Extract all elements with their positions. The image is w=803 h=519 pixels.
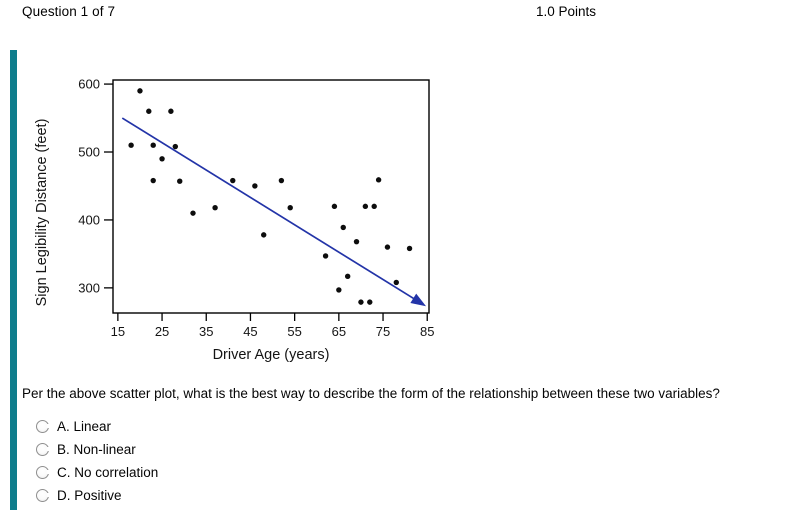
y-tick-label: 400 <box>78 212 100 227</box>
data-point <box>146 108 152 114</box>
data-point <box>287 205 293 211</box>
y-tick-label: 600 <box>78 77 100 92</box>
data-point <box>406 245 413 252</box>
data-point <box>137 88 143 94</box>
x-tick-label: 35 <box>199 324 213 339</box>
x-tick-label: 65 <box>332 324 346 339</box>
option-label-d[interactable]: D. Positive <box>57 488 122 503</box>
data-point <box>190 210 196 216</box>
data-point <box>252 183 258 189</box>
x-tick-label: 25 <box>155 324 169 339</box>
data-point <box>340 224 346 231</box>
trend-line-arrowhead <box>410 293 427 307</box>
option-row-a[interactable]: A. Linear <box>36 415 436 438</box>
trend-line <box>121 117 419 303</box>
data-point <box>168 108 174 114</box>
data-point <box>331 203 338 210</box>
option-row-d[interactable]: D. Positive <box>36 484 436 507</box>
data-point <box>322 253 329 259</box>
radio-option-b[interactable] <box>36 443 50 456</box>
data-point <box>367 299 373 305</box>
option-label-c[interactable]: C. No correlation <box>57 465 159 480</box>
question-accent-bar <box>10 50 17 510</box>
data-point <box>159 156 165 162</box>
data-point <box>336 287 342 293</box>
data-point <box>261 232 267 238</box>
points-value: 1.0 Points <box>536 4 597 19</box>
x-tick-label: 45 <box>243 324 257 339</box>
radio-option-c[interactable] <box>36 466 50 479</box>
data-point <box>177 178 183 184</box>
y-axis-label: Sign Legibility Distance (feet) <box>34 119 50 307</box>
option-label-a[interactable]: A. Linear <box>57 419 112 434</box>
answer-options: A. Linear B. Non-linear C. No correlatio… <box>36 415 436 507</box>
data-point <box>358 299 364 305</box>
option-label-b[interactable]: B. Non-linear <box>57 442 136 457</box>
data-point <box>150 142 156 148</box>
plot-frame <box>112 79 430 314</box>
data-point <box>128 142 134 148</box>
data-point <box>362 203 369 210</box>
x-tick-label: 15 <box>111 324 125 339</box>
data-point <box>230 177 236 184</box>
radio-option-a[interactable] <box>36 420 50 433</box>
question-counter: Question 1 of 7 <box>22 4 116 19</box>
option-row-c[interactable]: C. No correlation <box>36 461 436 484</box>
data-point <box>278 177 285 184</box>
data-point <box>344 273 351 280</box>
data-point <box>172 143 179 150</box>
data-point <box>150 177 156 184</box>
data-point <box>384 244 391 250</box>
data-point <box>375 177 382 183</box>
data-point <box>393 279 399 286</box>
x-tick-label: 85 <box>420 324 434 339</box>
radio-option-d[interactable] <box>36 489 50 502</box>
question-text: Per the above scatter plot, what is the … <box>22 386 720 401</box>
x-tick-label: 55 <box>287 324 301 339</box>
data-point <box>353 238 360 245</box>
data-point <box>212 205 218 211</box>
y-tick-label: 300 <box>78 280 100 295</box>
x-axis-label: Driver Age (years) <box>213 347 330 363</box>
data-point <box>371 203 377 210</box>
scatter-plot: 600 500 400 300 15 25 35 45 55 65 75 85 Driver Age (… <box>34 77 434 363</box>
y-tick-label: 500 <box>78 145 100 160</box>
scatter-plot-figure: 600 500 400 300 15 25 35 45 55 65 75 85 Driver Age (… <box>30 55 490 365</box>
x-tick-label: 75 <box>376 324 390 339</box>
option-row-b[interactable]: B. Non-linear <box>36 438 436 461</box>
